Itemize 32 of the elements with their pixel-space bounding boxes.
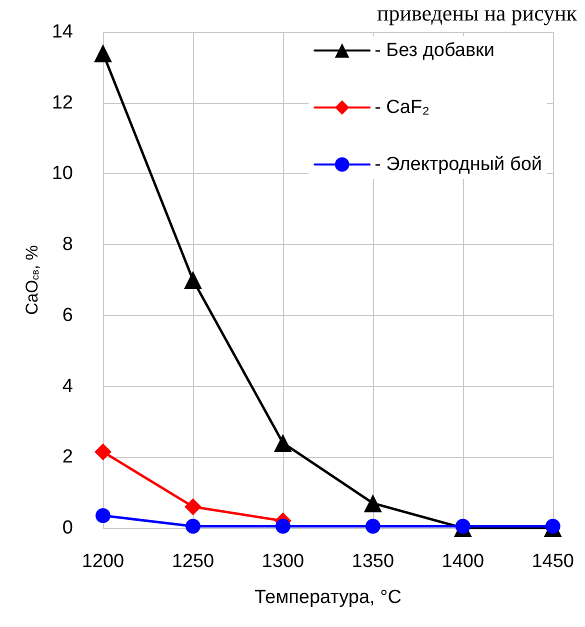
text: приведены на рисунк <box>376 0 578 26</box>
x-tick-label: 1450 <box>532 551 574 572</box>
y-tick-label: 8 <box>62 234 73 256</box>
x-tick-label: 1200 <box>82 551 124 572</box>
y-axis-title: CaOсв, % <box>22 245 42 315</box>
point <box>275 518 290 534</box>
x-tick-label: 1350 <box>352 551 394 572</box>
point <box>545 518 560 534</box>
point <box>94 44 112 62</box>
point <box>455 518 470 534</box>
y-tick-label: 6 <box>62 304 73 326</box>
y-tick-label: 12 <box>52 92 73 114</box>
point <box>185 518 200 534</box>
x-tick-label: 1400 <box>442 551 484 572</box>
point <box>96 508 110 524</box>
legend-label: - Электродный бой <box>374 154 542 175</box>
point <box>364 494 382 512</box>
y-tick-label: 0 <box>62 518 73 538</box>
point <box>184 498 202 516</box>
y-tick-label: 10 <box>52 163 73 184</box>
y-tick-label: 14 <box>52 22 74 42</box>
point <box>94 443 112 460</box>
x-axis-title: Температура, °C <box>254 587 402 608</box>
point <box>365 518 380 534</box>
legend-label: - CaF₂ <box>374 97 430 118</box>
point <box>184 271 202 289</box>
y-tick-label: 4 <box>62 376 74 397</box>
legend-label: - Без добавки <box>374 40 494 61</box>
x-tick-label: 1250 <box>172 551 214 572</box>
point <box>274 434 292 452</box>
x-tick-label: 1300 <box>262 551 304 572</box>
y-tick-label: 2 <box>62 446 73 468</box>
